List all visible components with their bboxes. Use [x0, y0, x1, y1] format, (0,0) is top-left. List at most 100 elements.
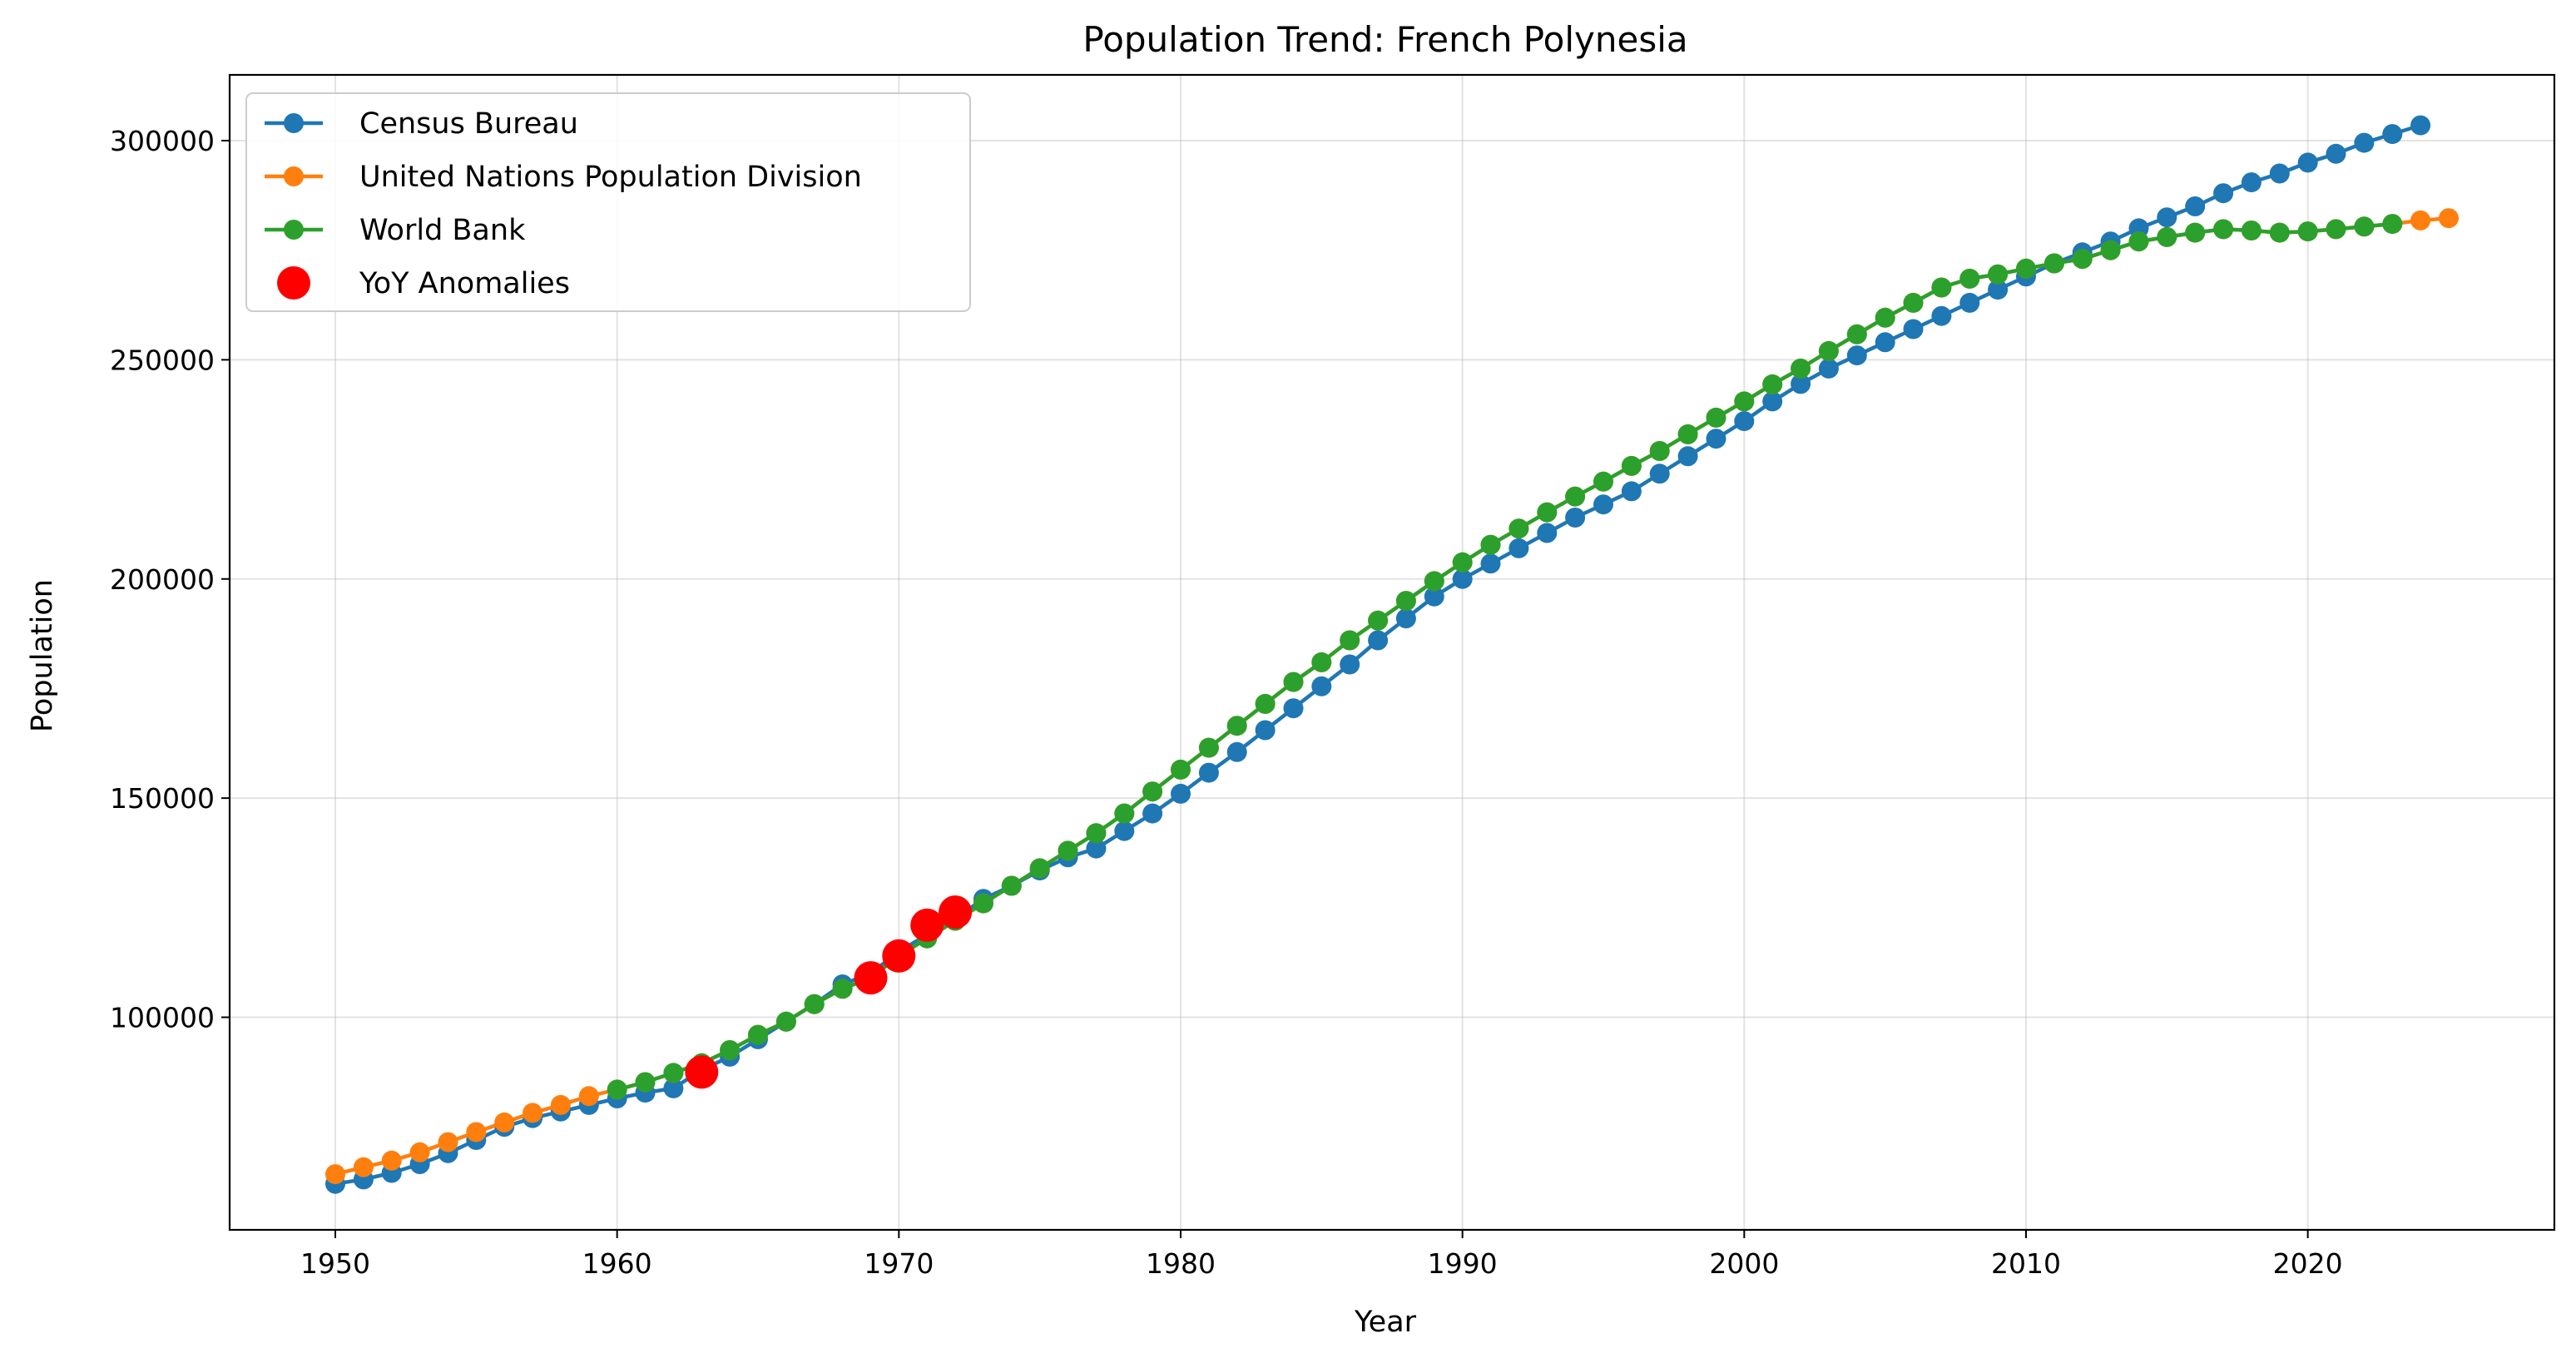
data-point — [1537, 502, 1558, 523]
data-point — [1706, 429, 1726, 449]
chart-title: Population Trend: French Polynesia — [1082, 19, 1687, 60]
y-tick-label: 200000 — [110, 563, 215, 596]
legend-label: Census Bureau — [359, 107, 578, 141]
data-point — [1649, 441, 1670, 461]
anomaly-point — [882, 939, 916, 973]
data-point — [973, 893, 993, 914]
y-tick-label: 250000 — [110, 344, 215, 376]
data-point — [1226, 741, 1247, 762]
data-point — [1283, 672, 1304, 692]
data-point — [1255, 693, 1276, 714]
data-point — [2185, 222, 2206, 243]
data-point — [2382, 214, 2403, 235]
anomaly-point — [939, 895, 973, 929]
data-point — [1537, 523, 1558, 543]
data-point — [2157, 207, 2177, 228]
data-point — [1959, 292, 1980, 313]
data-point — [2269, 163, 2290, 184]
data-point — [748, 1024, 768, 1045]
y-tick-label: 100000 — [110, 1002, 215, 1034]
data-point — [1171, 759, 1191, 780]
legend-entries: Census Bureau United Nations Population D… — [265, 107, 862, 300]
data-point — [1875, 307, 1895, 328]
legend: Census Bureau United Nations Population D… — [245, 92, 971, 312]
x-axis-label: Year — [1354, 1306, 1417, 1339]
legend-label: United Nations Population Division — [359, 161, 862, 194]
data-point — [2354, 216, 2375, 237]
data-point — [523, 1103, 543, 1123]
data-point — [1086, 838, 1107, 859]
data-point — [1593, 471, 1613, 492]
data-point — [2241, 221, 2261, 240]
data-point — [438, 1132, 458, 1152]
data-point — [1762, 374, 1783, 394]
data-point — [1791, 358, 1811, 379]
x-tick-label: 2020 — [2273, 1247, 2343, 1280]
x-tick-label: 1970 — [864, 1247, 934, 1280]
data-point — [2410, 115, 2431, 136]
data-point — [2410, 210, 2431, 230]
data-point — [1931, 277, 1952, 298]
data-point — [1395, 591, 1416, 612]
data-point — [2213, 183, 2234, 204]
data-point — [2100, 240, 2121, 260]
data-point — [1058, 840, 1078, 861]
data-point — [2128, 231, 2149, 252]
data-point — [325, 1164, 345, 1185]
data-point — [1621, 455, 1642, 476]
data-point — [2297, 152, 2318, 173]
y-axis-label: Population — [26, 579, 59, 732]
anomaly-layer — [685, 895, 973, 1089]
data-point — [1959, 268, 1980, 289]
data-point — [1368, 610, 1389, 631]
x-tick-label: 1980 — [1146, 1247, 1216, 1280]
data-point — [1818, 358, 1839, 379]
data-point — [1452, 568, 1473, 589]
data-point — [1311, 652, 1332, 672]
data-point — [2354, 132, 2375, 153]
data-point — [1593, 494, 1613, 515]
legend-marker — [284, 220, 304, 240]
data-point — [1875, 332, 1895, 353]
data-point — [2185, 196, 2206, 216]
data-point — [2072, 249, 2093, 270]
x-tick-label: 1950 — [300, 1247, 370, 1280]
data-point — [2297, 221, 2318, 242]
data-point — [1791, 374, 1811, 394]
anomaly-point — [685, 1055, 719, 1089]
data-point — [1931, 305, 1952, 326]
data-point — [1086, 823, 1107, 844]
data-point — [663, 1063, 684, 1083]
data-point — [2241, 172, 2261, 193]
data-point — [1846, 324, 1867, 344]
legend-marker — [284, 166, 304, 186]
data-point — [1677, 424, 1698, 444]
data-point — [1565, 486, 1586, 507]
legend-label: YoY Anomalies — [359, 267, 570, 300]
data-point — [1171, 783, 1191, 804]
data-point — [1142, 781, 1163, 802]
data-point — [775, 1011, 796, 1032]
data-point — [1565, 508, 1586, 528]
data-point — [1452, 552, 1473, 572]
data-point — [1649, 463, 1670, 484]
data-point — [1368, 630, 1389, 651]
data-point — [2157, 226, 2177, 247]
data-point — [1621, 481, 1642, 502]
data-point — [1706, 407, 1726, 428]
data-point — [1142, 803, 1163, 824]
legend-marker — [284, 113, 304, 133]
data-point — [1114, 803, 1135, 824]
data-point — [2213, 219, 2234, 240]
legend-item: World Bank — [265, 214, 526, 247]
data-point — [1480, 553, 1501, 574]
data-point — [1480, 534, 1501, 555]
legend-frame — [245, 92, 971, 312]
x-tick-label: 2000 — [1709, 1247, 1779, 1280]
data-point — [1001, 875, 1022, 896]
data-point — [1311, 676, 1332, 696]
data-point — [1762, 391, 1783, 412]
data-point — [1988, 264, 2009, 285]
data-point — [2439, 208, 2459, 229]
